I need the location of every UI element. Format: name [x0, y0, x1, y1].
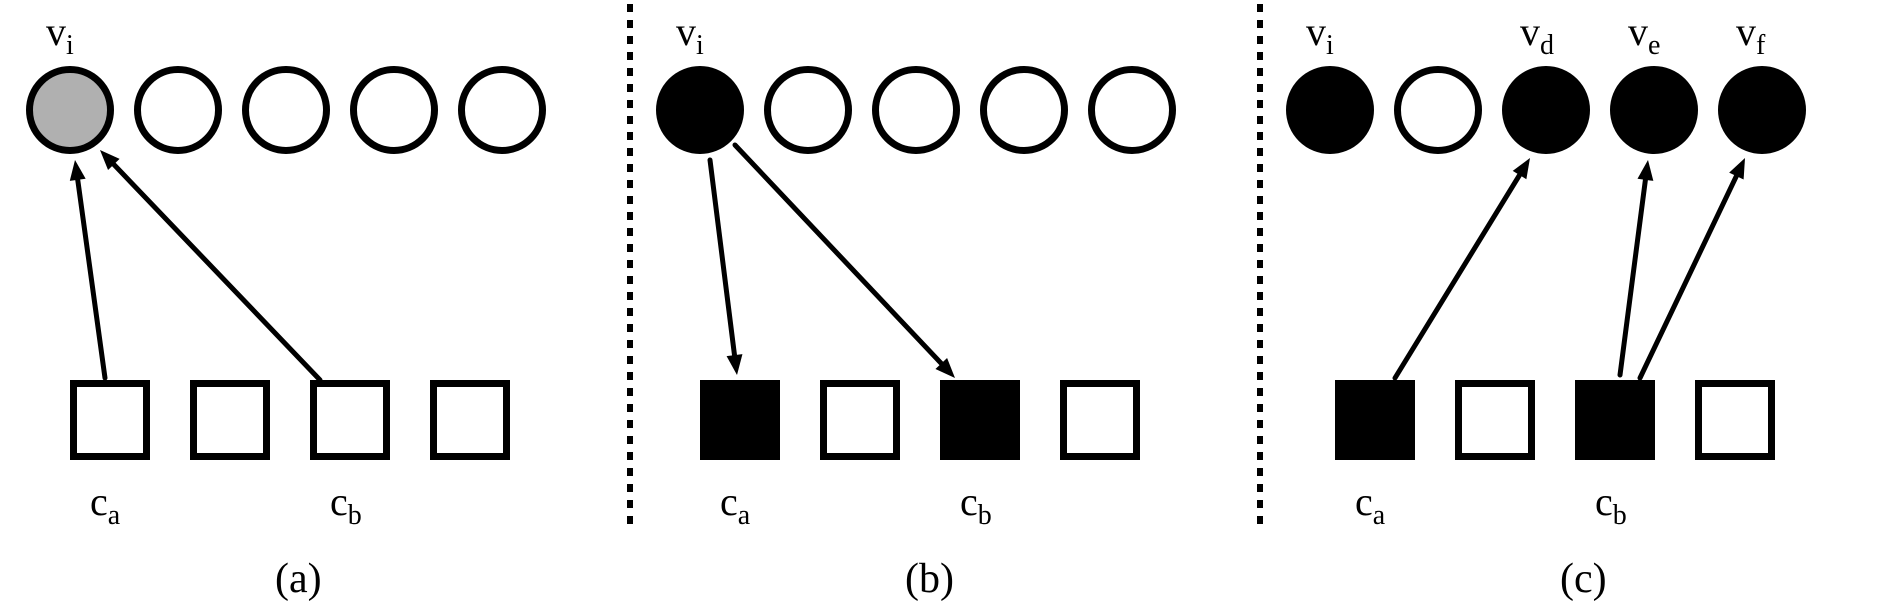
label: vd: [1520, 8, 1554, 62]
label: cb: [330, 478, 362, 532]
label: ve: [1628, 8, 1660, 62]
label: ca: [90, 478, 120, 532]
check-node: [1335, 380, 1415, 460]
variable-node: [1088, 66, 1176, 154]
check-node: [1695, 380, 1775, 460]
variable-node: [980, 66, 1068, 154]
variable-node: [764, 66, 852, 154]
variable-node: [1502, 66, 1590, 154]
variable-node: [656, 66, 744, 154]
label: vi: [676, 8, 704, 62]
label: ca: [1355, 478, 1385, 532]
arrow: [735, 145, 955, 378]
variable-node: [1718, 66, 1806, 154]
variable-node: [350, 66, 438, 154]
label: cb: [1595, 478, 1627, 532]
check-node: [190, 380, 270, 460]
panel-divider: [625, 0, 635, 528]
label: vi: [1306, 8, 1334, 62]
label: cb: [960, 478, 992, 532]
variable-node: [242, 66, 330, 154]
arrow: [100, 150, 320, 380]
arrow: [1395, 158, 1530, 378]
diagram-canvas: vicacb(a)vicacb(b)vivdvevfcacb(c): [0, 0, 1892, 596]
check-node: [700, 380, 780, 460]
check-node: [1060, 380, 1140, 460]
variable-node: [458, 66, 546, 154]
variable-node: [1394, 66, 1482, 154]
arrow: [1640, 158, 1745, 378]
check-node: [1575, 380, 1655, 460]
check-node: [820, 380, 900, 460]
panel-divider: [1255, 0, 1265, 528]
arrow: [710, 160, 742, 375]
check-node: [1455, 380, 1535, 460]
label: ca: [720, 478, 750, 532]
variable-node: [1286, 66, 1374, 154]
variable-node: [134, 66, 222, 154]
check-node: [430, 380, 510, 460]
check-node: [70, 380, 150, 460]
variable-node: [872, 66, 960, 154]
label: vi: [46, 8, 74, 62]
check-node: [940, 380, 1020, 460]
arrow: [70, 160, 105, 378]
arrow: [1620, 160, 1653, 375]
check-node: [310, 380, 390, 460]
label: vf: [1736, 8, 1765, 62]
variable-node: [1610, 66, 1698, 154]
variable-node: [26, 66, 114, 154]
